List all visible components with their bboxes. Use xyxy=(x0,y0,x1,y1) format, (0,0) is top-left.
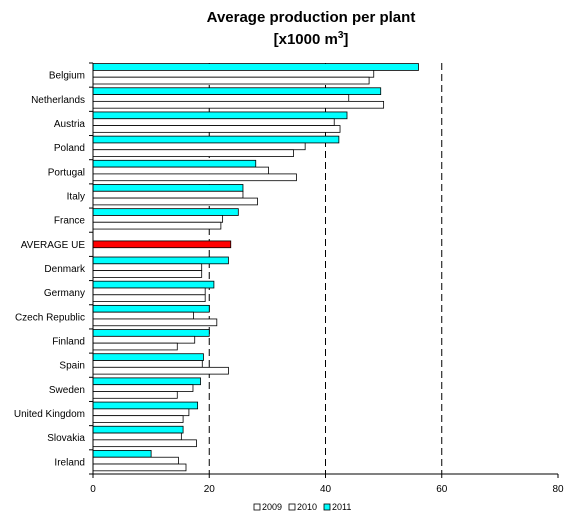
bar-2011-3 xyxy=(92,135,340,144)
bar-2009-8 xyxy=(92,270,203,278)
bar-2011-4 xyxy=(92,159,257,168)
category-label: Netherlands xyxy=(31,95,85,106)
bar-2009-0 xyxy=(92,76,370,85)
bar-2011-11 xyxy=(92,329,210,337)
bar-2010-4 xyxy=(92,166,269,175)
bar-2009-13 xyxy=(92,391,178,399)
category-label: Finland xyxy=(52,337,85,348)
category-label: Denmark xyxy=(44,264,86,275)
bar-2009-1 xyxy=(92,100,385,109)
legend-label-2010: 2010 xyxy=(297,502,317,512)
category-label: Portugal xyxy=(48,167,85,178)
legend-swatch-2011 xyxy=(323,503,331,511)
bar-2010-9 xyxy=(92,287,206,296)
bar-2011-2 xyxy=(92,111,348,120)
bar-2009-2 xyxy=(92,125,341,133)
x-tick-label: 60 xyxy=(436,484,448,495)
bar-2009-5 xyxy=(92,197,258,206)
category-label: Sweden xyxy=(49,385,85,396)
category-label: Austria xyxy=(54,119,86,130)
bar-2009-6 xyxy=(92,221,222,230)
legend-label-2009: 2009 xyxy=(262,502,282,512)
category-label: AVERAGE UE xyxy=(21,240,86,251)
bar-2010-11 xyxy=(92,335,196,344)
bar-2011-12 xyxy=(92,353,204,361)
category-label: Germany xyxy=(44,288,85,299)
bar-2009-14 xyxy=(92,415,184,423)
subtitle-part-b: ] xyxy=(343,31,348,48)
legend-swatch-2010 xyxy=(288,503,296,511)
bar-2010-15 xyxy=(92,432,182,441)
bar-2010-6 xyxy=(92,215,224,223)
bar-2011-16 xyxy=(92,450,152,458)
bar-2011-10 xyxy=(92,304,210,313)
legend-label-2011: 2011 xyxy=(332,502,351,512)
category-label: Ireland xyxy=(54,457,85,468)
category-label: Spain xyxy=(59,361,85,372)
bar-2010-13 xyxy=(92,384,194,392)
bar-2009-15 xyxy=(92,439,197,448)
bar-2010-10 xyxy=(92,311,194,320)
tick-labels: 0 20 40 60 80 xyxy=(90,484,564,495)
bar-2010-16 xyxy=(92,456,179,465)
bar-2010-14 xyxy=(92,408,190,417)
bar-2011-9 xyxy=(92,280,215,289)
category-label: United Kingdom xyxy=(14,409,85,420)
subtitle-part-a: [x1000 m xyxy=(274,31,338,48)
bars xyxy=(92,63,419,472)
bar-2010-0 xyxy=(92,70,375,78)
chart-subtitle: [x1000 m3] xyxy=(274,30,349,48)
bar-2011-14 xyxy=(92,401,199,410)
bar-2010-2 xyxy=(92,118,335,126)
bar-2010-8 xyxy=(92,263,203,272)
bar-2011-8 xyxy=(92,256,229,265)
x-tick-label: 0 xyxy=(90,484,96,495)
bar-2009-16 xyxy=(92,463,187,472)
bar-2010-5 xyxy=(92,190,244,199)
bar-2009-3 xyxy=(92,149,294,157)
axes xyxy=(89,62,559,478)
x-tick-label: 40 xyxy=(320,484,332,495)
bar-2009-10 xyxy=(92,318,218,327)
category-label: Belgium xyxy=(49,71,85,82)
bar-2011-1 xyxy=(92,87,382,95)
category-labels: Belgium Netherlands Austria Poland Portugal I… xyxy=(14,71,86,469)
legend-swatch-2009 xyxy=(253,503,261,511)
bar-2010-3 xyxy=(92,142,306,151)
bar-2009-11 xyxy=(92,342,178,351)
bar-2011-6 xyxy=(92,208,239,216)
category-label: Slovakia xyxy=(47,433,85,444)
bar-2010-1 xyxy=(92,94,350,102)
chart-title: Average production per plant xyxy=(207,9,416,26)
bar-2011-5 xyxy=(92,184,244,192)
bar-2011-15 xyxy=(92,425,184,434)
category-label: France xyxy=(54,216,86,227)
legend: 2009 2010 2011 xyxy=(253,502,351,512)
category-label: Italy xyxy=(67,191,85,202)
bar-2009-4 xyxy=(92,173,297,182)
bar-2009-12 xyxy=(92,366,229,375)
bar-average xyxy=(92,240,232,249)
bar-2009-9 xyxy=(92,294,206,302)
x-tick-label: 80 xyxy=(552,484,564,495)
subtitle-superscript: 3 xyxy=(338,30,344,41)
x-tick-label: 20 xyxy=(204,484,216,495)
bar-2011-13 xyxy=(92,377,201,386)
category-label: Poland xyxy=(54,143,85,154)
bar-2010-12 xyxy=(92,360,203,368)
bar-2011-0 xyxy=(92,63,419,71)
category-label: Czech Republic xyxy=(15,312,85,323)
